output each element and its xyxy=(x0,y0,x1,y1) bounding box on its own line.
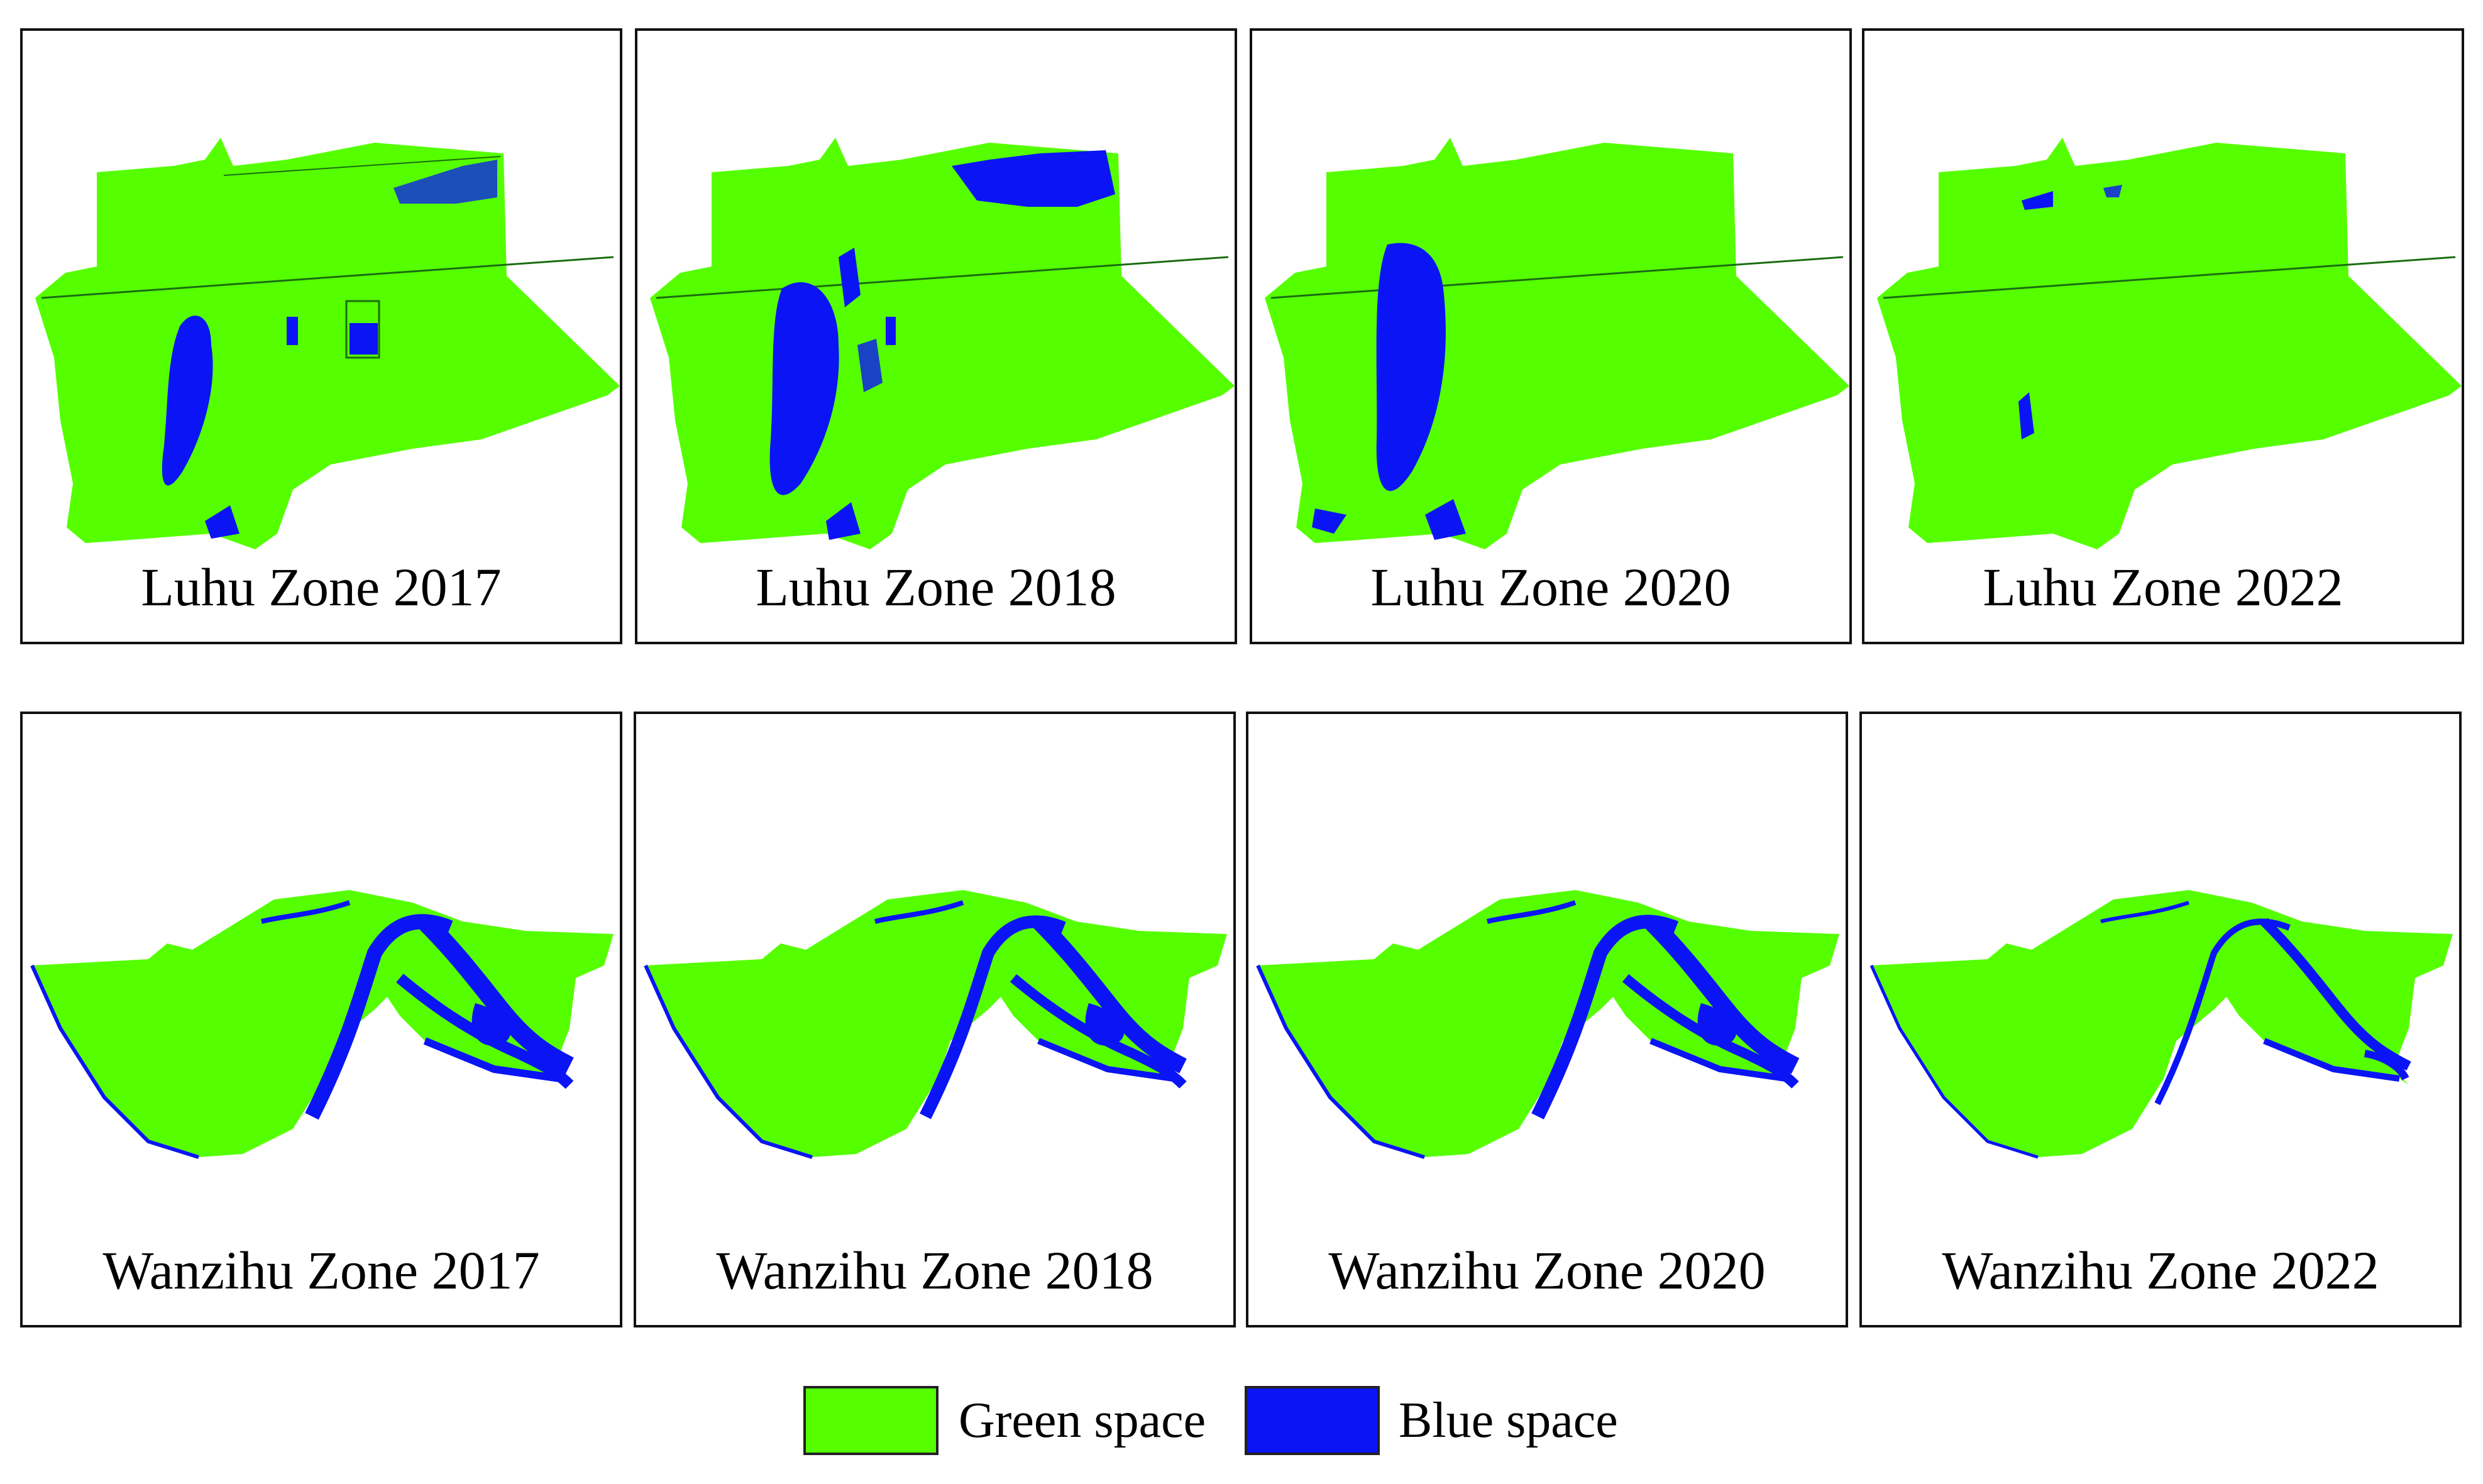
wanzihu-map xyxy=(1256,890,1839,1159)
panel-caption: Luhu Zone 2018 xyxy=(756,557,1116,617)
legend-swatch-blue xyxy=(1245,1386,1380,1455)
map-panel-luhu-2022: Luhu Zone 2022 xyxy=(1862,28,2464,644)
panel-caption: Wanzihu Zone 2020 xyxy=(1328,1240,1766,1300)
panel-caption: Wanzihu Zone 2017 xyxy=(102,1240,540,1300)
panel-caption: Luhu Zone 2022 xyxy=(1983,557,2343,617)
luhu-map xyxy=(1877,138,2462,549)
luhu-map xyxy=(1265,138,1849,549)
map-panel-luhu-2018: Luhu Zone 2018 xyxy=(635,28,1237,644)
panel-caption: Wanzihu Zone 2018 xyxy=(716,1240,1153,1300)
wanzihu-map xyxy=(30,890,614,1159)
legend-label-green: Green space xyxy=(959,1393,1206,1448)
map-panel-luhu-2017: Luhu Zone 2017 xyxy=(20,28,622,644)
wanzihu-map xyxy=(644,890,1227,1159)
wanzihu-map xyxy=(1869,890,2453,1159)
map-panel-wanzihu-2018: Wanzihu Zone 2018 xyxy=(634,712,1236,1327)
map-panel-luhu-2020: Luhu Zone 2020 xyxy=(1250,28,1852,644)
legend-swatch-green xyxy=(803,1386,939,1455)
luhu-map xyxy=(35,138,620,549)
legend-label-blue: Blue space xyxy=(1399,1393,1618,1448)
panel-caption: Luhu Zone 2017 xyxy=(141,557,502,617)
luhu-map xyxy=(650,138,1235,549)
panel-caption: Wanzihu Zone 2022 xyxy=(1942,1240,2379,1300)
map-panel-wanzihu-2017: Wanzihu Zone 2017 xyxy=(20,712,622,1327)
panel-caption: Luhu Zone 2020 xyxy=(1370,557,1731,617)
map-panel-wanzihu-2022: Wanzihu Zone 2022 xyxy=(1859,712,2462,1327)
map-panel-wanzihu-2020: Wanzihu Zone 2020 xyxy=(1246,712,1848,1327)
